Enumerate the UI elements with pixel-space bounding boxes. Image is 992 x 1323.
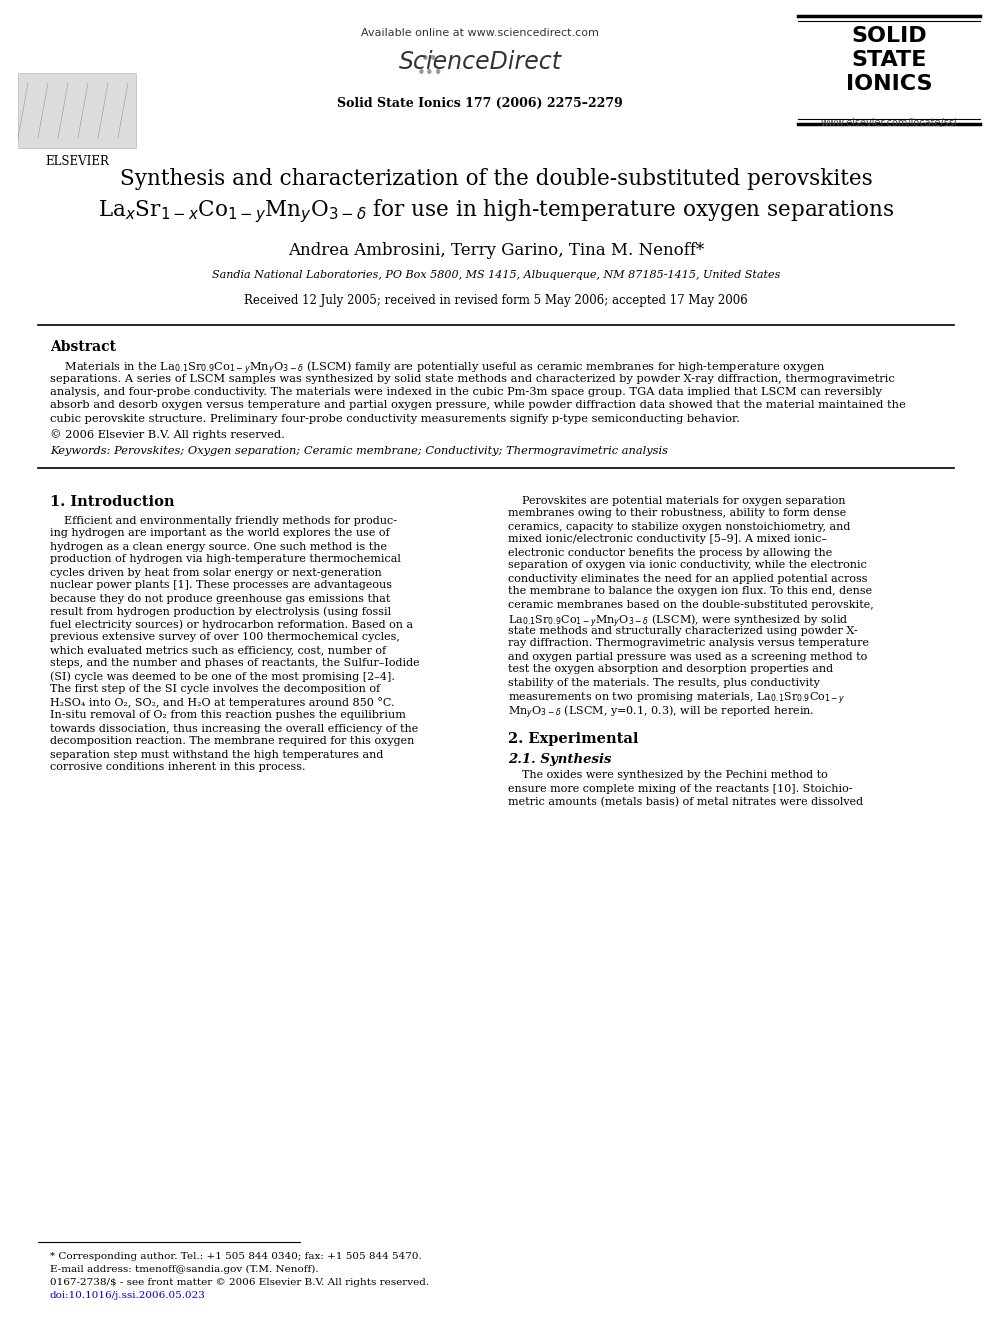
Text: analysis, and four-probe conductivity. The materials were indexed in the cubic P: analysis, and four-probe conductivity. T… bbox=[50, 388, 882, 397]
Text: fuel electricity sources) or hydrocarbon reformation. Based on a: fuel electricity sources) or hydrocarbon… bbox=[50, 619, 413, 630]
Bar bbox=[18, 73, 136, 148]
Text: IONICS: IONICS bbox=[846, 74, 932, 94]
Text: decomposition reaction. The membrane required for this oxygen: decomposition reaction. The membrane req… bbox=[50, 737, 415, 746]
Text: absorb and desorb oxygen versus temperature and partial oxygen pressure, while p: absorb and desorb oxygen versus temperat… bbox=[50, 401, 906, 410]
Text: ing hydrogen are important as the world explores the use of: ing hydrogen are important as the world … bbox=[50, 528, 390, 538]
Text: stability of the materials. The results, plus conductivity: stability of the materials. The results,… bbox=[508, 677, 819, 688]
Text: © 2006 Elsevier B.V. All rights reserved.: © 2006 Elsevier B.V. All rights reserved… bbox=[50, 430, 285, 441]
Text: Available online at www.sciencedirect.com: Available online at www.sciencedirect.co… bbox=[361, 28, 599, 38]
Text: Keywords: Perovskites; Oxygen separation; Ceramic membrane; Conductivity; Thermo: Keywords: Perovskites; Oxygen separation… bbox=[50, 446, 668, 455]
Text: mixed ionic/electronic conductivity [5–9]. A mixed ionic–: mixed ionic/electronic conductivity [5–9… bbox=[508, 534, 827, 545]
Text: (SI) cycle was deemed to be one of the most promising [2–4].: (SI) cycle was deemed to be one of the m… bbox=[50, 672, 395, 683]
Text: towards dissociation, thus increasing the overall efficiency of the: towards dissociation, thus increasing th… bbox=[50, 724, 419, 733]
Text: nuclear power plants [1]. These processes are advantageous: nuclear power plants [1]. These processe… bbox=[50, 581, 392, 590]
Text: production of hydrogen via high-temperature thermochemical: production of hydrogen via high-temperat… bbox=[50, 554, 401, 565]
Text: Synthesis and characterization of the double-substituted perovskites: Synthesis and characterization of the do… bbox=[120, 168, 872, 191]
Text: In-situ removal of O₂ from this reaction pushes the equilibrium: In-situ removal of O₂ from this reaction… bbox=[50, 710, 406, 721]
Text: Sandia National Laboratories, PO Box 5800, MS 1415, Albuquerque, NM 87185-1415, : Sandia National Laboratories, PO Box 580… bbox=[212, 270, 780, 280]
Text: the membrane to balance the oxygen ion flux. To this end, dense: the membrane to balance the oxygen ion f… bbox=[508, 586, 872, 597]
Text: steps, and the number and phases of reactants, the Sulfur–Iodide: steps, and the number and phases of reac… bbox=[50, 659, 420, 668]
Text: Efficient and environmentally friendly methods for produc-: Efficient and environmentally friendly m… bbox=[50, 516, 397, 525]
Text: ceramic membranes based on the double-substituted perovskite,: ceramic membranes based on the double-su… bbox=[508, 599, 874, 610]
Text: test the oxygen absorption and desorption properties and: test the oxygen absorption and desorptio… bbox=[508, 664, 833, 675]
Text: hydrogen as a clean energy source. One such method is the: hydrogen as a clean energy source. One s… bbox=[50, 541, 387, 552]
Text: www.elsevier.com/locate/ssi: www.elsevier.com/locate/ssi bbox=[820, 118, 957, 128]
Text: state methods and structurally characterized using powder X-: state methods and structurally character… bbox=[508, 626, 858, 635]
Text: separations. A series of LSCM samples was synthesized by solid state methods and: separations. A series of LSCM samples wa… bbox=[50, 373, 895, 384]
Text: La$_{0.1}$Sr$_{0.9}$Co$_{1-y}$Mn$_y$O$_{3-\delta}$ (LSCM), were synthesized by s: La$_{0.1}$Sr$_{0.9}$Co$_{1-y}$Mn$_y$O$_{… bbox=[508, 613, 848, 630]
Text: ScienceDirect: ScienceDirect bbox=[399, 50, 561, 74]
Text: which evaluated metrics such as efficiency, cost, number of: which evaluated metrics such as efficien… bbox=[50, 646, 386, 655]
Text: separation of oxygen via ionic conductivity, while the electronic: separation of oxygen via ionic conductiv… bbox=[508, 561, 867, 570]
Text: metric amounts (metals basis) of metal nitrates were dissolved: metric amounts (metals basis) of metal n… bbox=[508, 796, 863, 807]
Text: ELSEVIER: ELSEVIER bbox=[45, 155, 109, 168]
Text: STATE: STATE bbox=[851, 50, 927, 70]
Text: and oxygen partial pressure was used as a screening method to: and oxygen partial pressure was used as … bbox=[508, 651, 867, 662]
Text: previous extensive survey of over 100 thermochemical cycles,: previous extensive survey of over 100 th… bbox=[50, 632, 400, 643]
Bar bbox=[798, 12, 980, 132]
Text: cycles driven by heat from solar energy or next-generation: cycles driven by heat from solar energy … bbox=[50, 568, 382, 578]
Text: Andrea Ambrosini, Terry Garino, Tina M. Nenoff*: Andrea Ambrosini, Terry Garino, Tina M. … bbox=[288, 242, 704, 259]
Text: SOLID: SOLID bbox=[851, 26, 927, 46]
Text: Materials in the La$_{0.1}$Sr$_{0.9}$Co$_{1-y}$Mn$_y$O$_{3-\delta}$ (LSCM) famil: Materials in the La$_{0.1}$Sr$_{0.9}$Co$… bbox=[50, 360, 825, 377]
Text: conductivity eliminates the need for an applied potential across: conductivity eliminates the need for an … bbox=[508, 573, 867, 583]
Text: corrosive conditions inherent in this process.: corrosive conditions inherent in this pr… bbox=[50, 762, 306, 773]
Text: The oxides were synthesized by the Pechini method to: The oxides were synthesized by the Pechi… bbox=[508, 770, 827, 781]
Text: 2.1. Synthesis: 2.1. Synthesis bbox=[508, 753, 611, 766]
Text: * Corresponding author. Tel.: +1 505 844 0340; fax: +1 505 844 5470.: * Corresponding author. Tel.: +1 505 844… bbox=[50, 1252, 422, 1261]
Text: ••
•••: •• ••• bbox=[417, 52, 443, 81]
Text: membranes owing to their robustness, ability to form dense: membranes owing to their robustness, abi… bbox=[508, 508, 846, 519]
Text: E-mail address: tmenoff@sandia.gov (T.M. Nenoff).: E-mail address: tmenoff@sandia.gov (T.M.… bbox=[50, 1265, 318, 1274]
Text: ensure more complete mixing of the reactants [10]. Stoichio-: ensure more complete mixing of the react… bbox=[508, 783, 852, 794]
Text: ceramics, capacity to stabilize oxygen nonstoichiometry, and: ceramics, capacity to stabilize oxygen n… bbox=[508, 521, 850, 532]
Text: because they do not produce greenhouse gas emissions that: because they do not produce greenhouse g… bbox=[50, 594, 391, 603]
Text: H₂SO₄ into O₂, SO₂, and H₂O at temperatures around 850 °C.: H₂SO₄ into O₂, SO₂, and H₂O at temperatu… bbox=[50, 697, 395, 708]
Text: 0167-2738/$ - see front matter © 2006 Elsevier B.V. All rights reserved.: 0167-2738/$ - see front matter © 2006 El… bbox=[50, 1278, 430, 1287]
Text: cubic perovskite structure. Preliminary four-probe conductivity measurements sig: cubic perovskite structure. Preliminary … bbox=[50, 414, 740, 423]
Text: 1. Introduction: 1. Introduction bbox=[50, 496, 175, 509]
Text: measurements on two promising materials, La$_{0.1}$Sr$_{0.9}$Co$_{1-y}$: measurements on two promising materials,… bbox=[508, 691, 845, 706]
Text: separation step must withstand the high temperatures and: separation step must withstand the high … bbox=[50, 750, 383, 759]
Text: Perovskites are potential materials for oxygen separation: Perovskites are potential materials for … bbox=[508, 496, 845, 505]
Text: result from hydrogen production by electrolysis (using fossil: result from hydrogen production by elect… bbox=[50, 606, 391, 617]
Text: doi:10.1016/j.ssi.2006.05.023: doi:10.1016/j.ssi.2006.05.023 bbox=[50, 1291, 206, 1301]
Text: Solid State Ionics 177 (2006) 2275–2279: Solid State Ionics 177 (2006) 2275–2279 bbox=[337, 97, 623, 110]
Text: Abstract: Abstract bbox=[50, 340, 116, 355]
Text: The first step of the SI cycle involves the decomposition of: The first step of the SI cycle involves … bbox=[50, 684, 380, 695]
Text: electronic conductor benefits the process by allowing the: electronic conductor benefits the proces… bbox=[508, 548, 832, 557]
Text: Mn$_y$O$_{3-\delta}$ (LSCM, y=0.1, 0.3), will be reported herein.: Mn$_y$O$_{3-\delta}$ (LSCM, y=0.1, 0.3),… bbox=[508, 704, 814, 721]
Text: La$_x$Sr$_{1-x}$Co$_{1-y}$Mn$_y$O$_{3-\delta}$ for use in high-temperature oxyge: La$_x$Sr$_{1-x}$Co$_{1-y}$Mn$_y$O$_{3-\d… bbox=[98, 197, 894, 225]
Text: Received 12 July 2005; received in revised form 5 May 2006; accepted 17 May 2006: Received 12 July 2005; received in revis… bbox=[244, 294, 748, 307]
Text: 2. Experimental: 2. Experimental bbox=[508, 733, 639, 746]
Text: ray diffraction. Thermogravimetric analysis versus temperature: ray diffraction. Thermogravimetric analy… bbox=[508, 639, 869, 648]
